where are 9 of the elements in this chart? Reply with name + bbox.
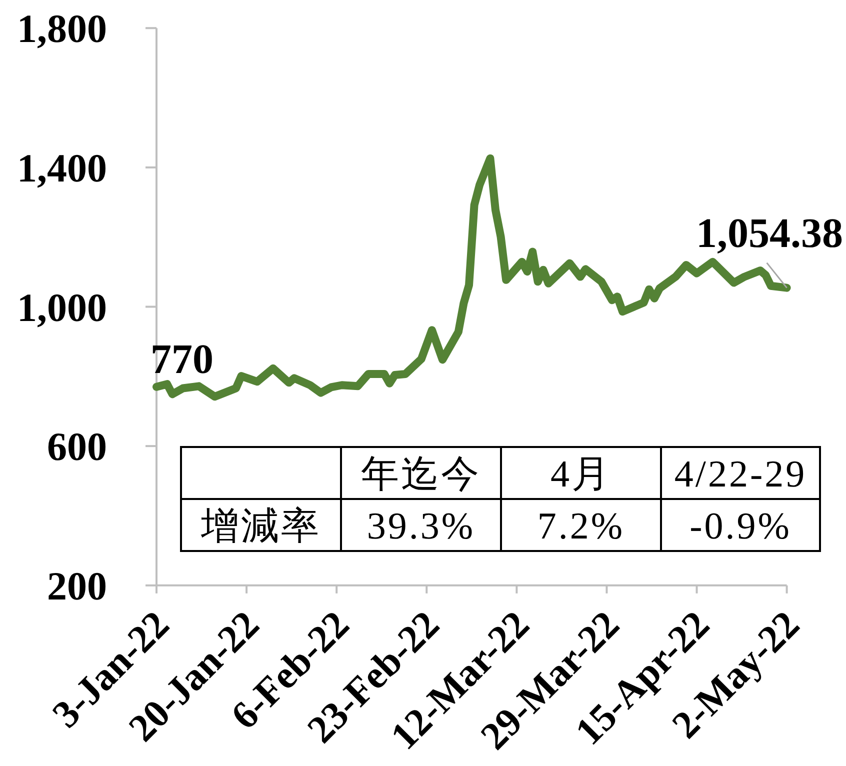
annotation: 4月 [550,453,612,496]
annotation: 4/22-29 [674,453,807,496]
annotation: -0.9% [690,505,792,548]
annotation: 1,054.38 [696,210,843,257]
annotation: 39.3% [366,505,476,548]
annotation: 年迄今 [361,453,481,496]
annotation: 770 [150,336,214,383]
annotation: 7.2% [537,505,625,548]
annotation: 增減率 [200,505,321,548]
